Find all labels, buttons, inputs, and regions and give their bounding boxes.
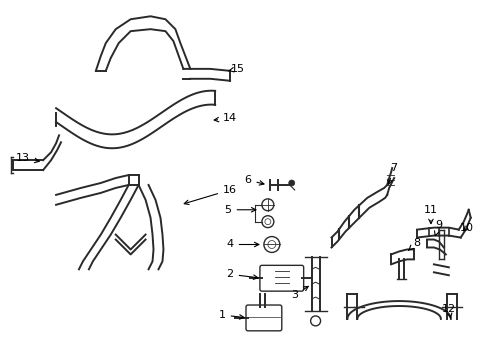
Text: 11: 11 [424,205,438,224]
Text: 2: 2 [226,269,258,279]
Text: 4: 4 [226,239,259,249]
Text: 3: 3 [291,286,308,300]
Text: 15: 15 [228,64,245,74]
Circle shape [289,180,294,186]
FancyBboxPatch shape [246,305,282,331]
Text: 13: 13 [16,153,39,163]
Text: 10: 10 [460,222,474,233]
Text: 7: 7 [388,163,398,184]
FancyBboxPatch shape [260,265,304,291]
Text: 12: 12 [442,304,456,318]
Text: 5: 5 [224,205,256,215]
Text: 14: 14 [214,113,237,123]
Text: 6: 6 [245,175,264,185]
Text: 8: 8 [409,238,420,250]
Text: 16: 16 [184,185,237,204]
Text: 1: 1 [219,310,244,320]
Text: 9: 9 [435,220,442,236]
